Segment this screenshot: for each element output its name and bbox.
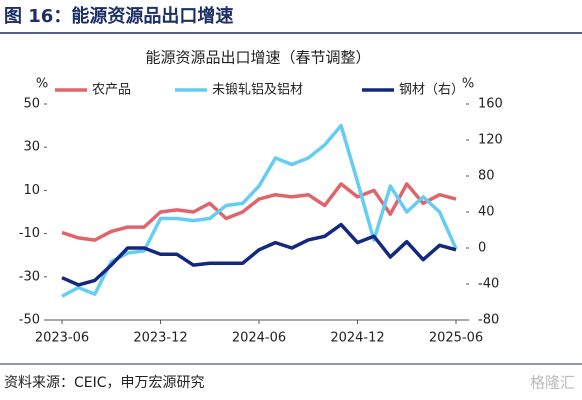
y-axis-label: % (36, 77, 48, 92)
legend-label: 农产品 (92, 83, 131, 98)
legend-label: 未锻轧铝及铝材 (212, 83, 303, 98)
y2-tick-label: -40 (478, 277, 499, 292)
x-tick-label: 2024-06 (232, 331, 286, 346)
y2-tick-label: 160 (478, 97, 503, 112)
y-tick-label: 10 (23, 183, 40, 198)
series-line (61, 222, 457, 287)
y2-tick-label: -80 (478, 313, 499, 328)
legend-label: 钢材（右） (399, 83, 464, 98)
source: 资料来源：CEIC，申万宏源研究 (4, 375, 205, 391)
y2-axis-label: % (462, 77, 474, 92)
watermark: 格隆汇 (530, 374, 575, 392)
y-tick-label: 30 (23, 140, 40, 155)
x-tick-label: 2025-06 (429, 331, 483, 346)
y2-tick-label: 120 (478, 133, 503, 148)
y2-tick-label: 0 (478, 241, 486, 256)
y-tick-label: -30 (19, 269, 40, 284)
y2-tick-label: 40 (478, 205, 495, 220)
x-tick-label: 2023-12 (133, 331, 187, 346)
y-tick-label: -50 (19, 313, 40, 328)
y-tick-label: -10 (19, 226, 40, 241)
series-line (61, 182, 457, 242)
series-line (61, 123, 458, 298)
x-tick-label: 2023-06 (35, 331, 89, 346)
figure-title: 图 16：能源资源品出口增速 (4, 5, 233, 27)
chart-title: 能源资源品出口增速（春节调整） (145, 49, 370, 67)
y2-tick-label: 80 (478, 169, 495, 184)
x-tick-label: 2024-12 (330, 331, 384, 346)
y-tick-label: 50 (23, 97, 40, 112)
